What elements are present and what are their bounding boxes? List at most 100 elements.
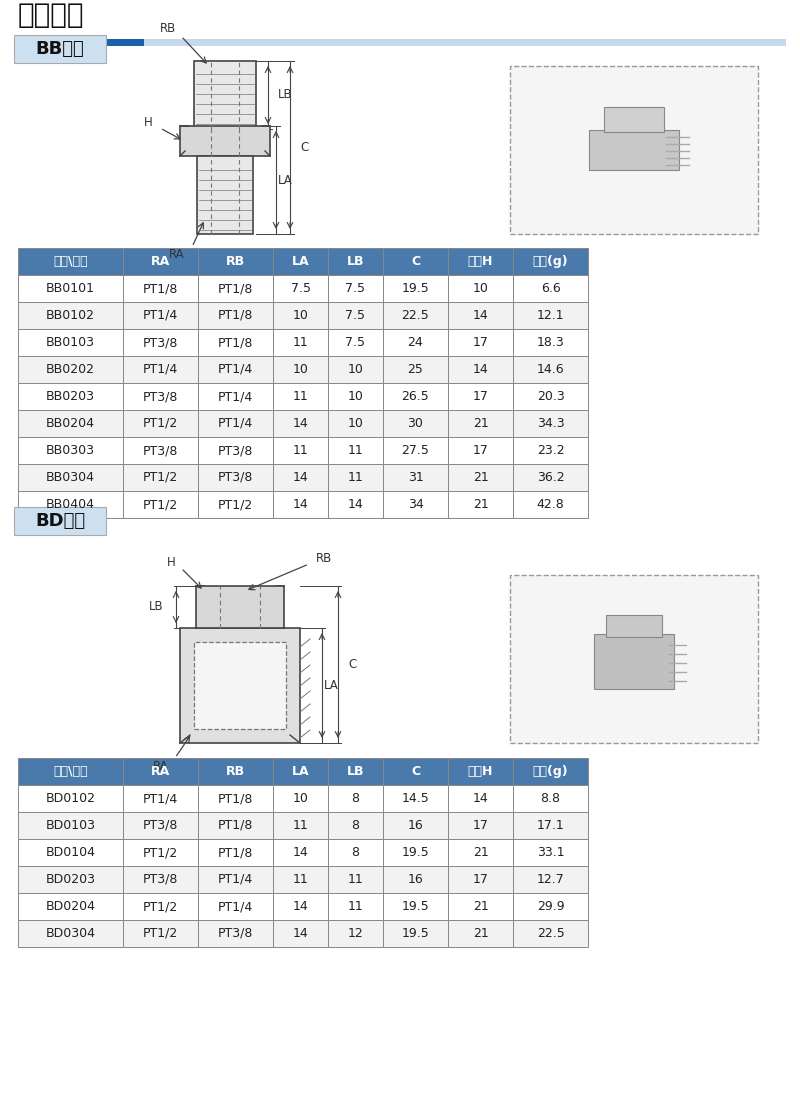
Text: BB0404: BB0404	[46, 498, 95, 511]
Bar	[383, 329, 448, 355]
Bar	[448, 464, 513, 491]
Bar	[18, 839, 123, 866]
Bar	[448, 866, 513, 893]
Text: PT1/4: PT1/4	[218, 390, 253, 403]
Text: 14: 14	[293, 900, 308, 913]
Bar	[123, 275, 198, 302]
Bar	[18, 355, 123, 383]
Bar	[513, 437, 588, 464]
Text: 17: 17	[473, 390, 489, 403]
Bar	[383, 920, 448, 947]
Text: 重量(g): 重量(g)	[533, 765, 568, 778]
Bar	[18, 302, 123, 329]
Text: PT1/2: PT1/2	[143, 900, 178, 913]
Text: 11: 11	[293, 336, 308, 349]
Bar	[383, 758, 448, 785]
Text: 7.5: 7.5	[346, 282, 366, 295]
Bar	[273, 785, 328, 813]
Bar	[448, 410, 513, 437]
Bar	[18, 383, 123, 410]
Text: 16: 16	[408, 819, 423, 832]
Text: 14.5: 14.5	[402, 792, 430, 805]
Text: 23.2: 23.2	[537, 444, 564, 457]
Text: 26.5: 26.5	[402, 390, 430, 403]
Text: PT1/2: PT1/2	[143, 417, 178, 429]
Bar	[18, 920, 123, 947]
Bar	[18, 491, 123, 518]
Text: BB0103: BB0103	[46, 336, 95, 349]
Text: PT3/8: PT3/8	[218, 471, 253, 484]
Bar	[273, 813, 328, 839]
Bar	[273, 464, 328, 491]
Bar	[383, 491, 448, 518]
Bar	[328, 275, 383, 302]
Bar	[196, 586, 284, 628]
Bar	[510, 575, 758, 743]
Bar	[383, 383, 448, 410]
Text: 型號\符號: 型號\符號	[53, 255, 88, 268]
Text: 外部規格: 外部規格	[18, 1, 85, 29]
Text: PT3/8: PT3/8	[143, 444, 178, 457]
Text: 21: 21	[473, 498, 488, 511]
Text: BB0303: BB0303	[46, 444, 95, 457]
Bar	[513, 329, 588, 355]
Text: RB: RB	[160, 22, 176, 35]
Text: 10: 10	[347, 363, 363, 376]
Bar	[123, 248, 198, 275]
Bar	[18, 437, 123, 464]
Bar	[383, 813, 448, 839]
Text: PT1/8: PT1/8	[218, 309, 253, 322]
Bar	[198, 410, 273, 437]
Text: 14: 14	[293, 498, 308, 511]
Text: 8: 8	[351, 819, 359, 832]
Text: RA: RA	[152, 760, 168, 773]
Text: 12.1: 12.1	[537, 309, 564, 322]
Text: BB0204: BB0204	[46, 417, 95, 429]
Bar	[198, 920, 273, 947]
Text: 22.5: 22.5	[537, 927, 564, 940]
Text: LA: LA	[292, 765, 310, 778]
Text: PT3/8: PT3/8	[218, 927, 253, 940]
Bar	[18, 410, 123, 437]
Bar	[513, 758, 588, 785]
Text: 21: 21	[473, 417, 488, 429]
Bar	[123, 813, 198, 839]
Text: 19.5: 19.5	[402, 927, 430, 940]
Bar	[198, 866, 273, 893]
Text: 10: 10	[473, 282, 489, 295]
Text: 14: 14	[293, 927, 308, 940]
Bar	[448, 893, 513, 920]
Bar	[14, 507, 106, 535]
Text: BD系列: BD系列	[35, 512, 85, 530]
Text: RB: RB	[226, 765, 245, 778]
Bar	[198, 275, 273, 302]
Text: 8: 8	[351, 846, 359, 859]
Bar	[123, 464, 198, 491]
Bar	[606, 615, 662, 637]
Bar	[198, 329, 273, 355]
Bar	[123, 491, 198, 518]
Text: C: C	[300, 141, 308, 153]
Bar	[144, 39, 786, 46]
Bar	[328, 839, 383, 866]
Bar	[328, 491, 383, 518]
Bar	[198, 839, 273, 866]
Bar	[513, 920, 588, 947]
Text: 對邊H: 對邊H	[468, 255, 493, 268]
Bar	[328, 437, 383, 464]
Text: 7.5: 7.5	[346, 336, 366, 349]
Bar	[513, 839, 588, 866]
Bar	[328, 355, 383, 383]
Bar	[198, 437, 273, 464]
Text: 14: 14	[293, 471, 308, 484]
Bar	[513, 464, 588, 491]
Bar	[18, 813, 123, 839]
Text: LB: LB	[346, 765, 364, 778]
Bar	[123, 758, 198, 785]
Bar	[273, 383, 328, 410]
Text: C: C	[411, 255, 420, 268]
Bar	[448, 383, 513, 410]
Bar	[198, 785, 273, 813]
Text: 21: 21	[473, 471, 488, 484]
Bar	[383, 410, 448, 437]
